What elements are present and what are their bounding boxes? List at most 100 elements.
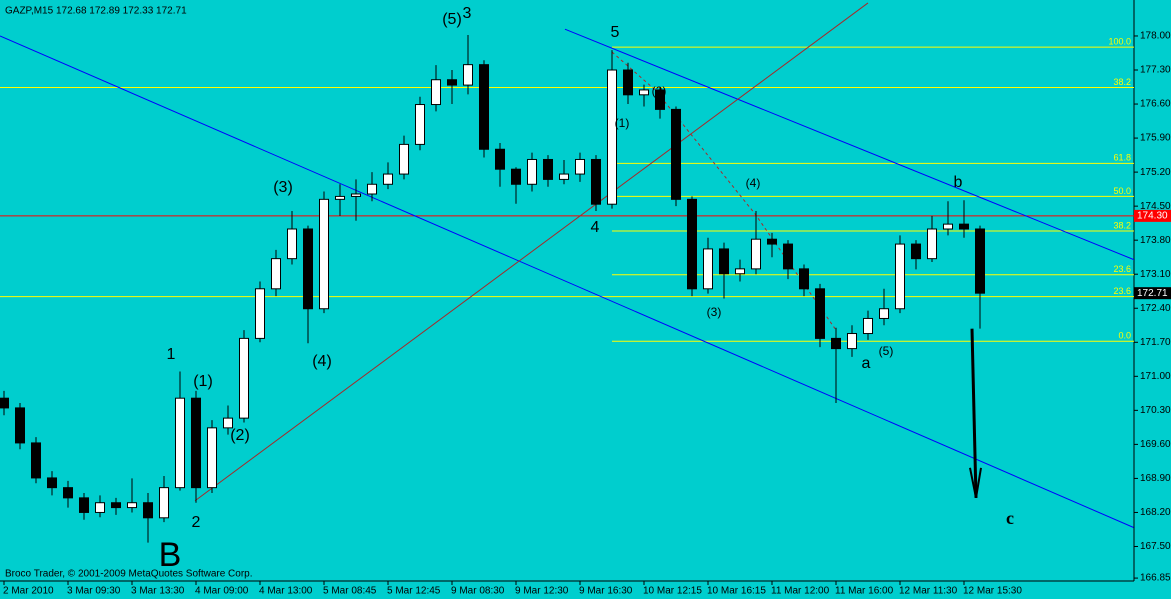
wave-label: b: [954, 174, 963, 191]
candle-body: [831, 337, 841, 350]
footer: Broco Trader, © 2001-2009 MetaQuotes Sof…: [5, 569, 253, 580]
x-tick-label: 4 Mar 13:00: [259, 586, 313, 597]
x-tick-label: 11 Mar 12:00: [771, 586, 830, 597]
candle-body: [383, 173, 393, 185]
candle-body: [895, 243, 905, 310]
wave-label: (1): [193, 373, 213, 390]
candle-body: [495, 148, 505, 170]
wave-label: (2): [230, 427, 250, 444]
wave-label: 4: [591, 219, 600, 236]
x-tick-label: 12 Mar 11:30: [899, 586, 958, 597]
candle-body: [207, 427, 217, 489]
y-tick-label: 174.50: [1140, 201, 1171, 212]
chart-title: GAZP,M15 172.68 172.89 172.33 172.71: [5, 6, 187, 17]
candle-body: [447, 79, 457, 86]
trendline: [970, 328, 978, 498]
candle-body: [335, 195, 345, 200]
candle-body: [367, 183, 377, 195]
y-tick-label: 171.00: [1140, 371, 1171, 382]
wave-label: 5: [611, 24, 620, 41]
candle-body: [63, 487, 73, 499]
candle-body: [863, 317, 873, 335]
y-tick-label: 172.40: [1140, 303, 1171, 314]
candle-body: [127, 502, 137, 509]
candle-body: [639, 89, 649, 96]
candle-body: [591, 158, 601, 205]
fib-label: 38.2: [1113, 220, 1131, 230]
current-price-label: 172.71: [1137, 288, 1168, 299]
plot: [0, 2, 1134, 543]
y-tick-label: 175.90: [1140, 133, 1171, 144]
wave-label: (5): [442, 11, 462, 28]
x-tick-label: 9 Mar 12:30: [515, 586, 569, 597]
candle-body: [623, 69, 633, 96]
candle-body: [399, 143, 409, 175]
hline-price-box: [1134, 209, 1171, 222]
wave-label: (4): [746, 176, 761, 190]
candle-body: [223, 417, 233, 429]
candle-body: [671, 108, 681, 200]
candle-body: [575, 158, 585, 175]
candle-body: [31, 442, 41, 479]
candle-body: [479, 64, 489, 150]
wave-label: (4): [312, 353, 332, 370]
candle-body: [527, 158, 537, 185]
candle-body: [911, 243, 921, 260]
fib-label: 23.6: [1113, 286, 1131, 296]
trendline: [194, 2, 869, 502]
candle-body: [607, 69, 617, 205]
fib-label: 38.2: [1113, 77, 1131, 87]
candle-body: [703, 248, 713, 290]
fib-label: 0.0: [1118, 331, 1131, 341]
x-tick-label: 2 Mar 2010: [3, 586, 54, 597]
x-tick-label: 10 Mar 12:15: [643, 586, 702, 597]
wave-label: (3): [707, 305, 722, 319]
candle-body: [15, 407, 25, 444]
wave-label: (2): [652, 84, 667, 98]
fib-label: 61.8: [1113, 153, 1131, 163]
candle-body: [655, 89, 665, 110]
candle-body: [47, 477, 57, 489]
candle-body: [143, 502, 153, 519]
candle-body: [511, 168, 521, 185]
x-tick-label: 9 Mar 16:30: [579, 586, 633, 597]
candle-body: [735, 268, 745, 275]
candle-body: [463, 64, 473, 86]
fib-label: 23.6: [1113, 264, 1131, 274]
candle-body: [959, 223, 969, 230]
y-tick-label: 166.85: [1140, 573, 1171, 584]
wave-label: (3): [273, 179, 293, 196]
x-tick-label: 5 Mar 12:45: [387, 586, 441, 597]
y-tick-label: 177.30: [1140, 65, 1171, 76]
candle-body: [751, 238, 761, 270]
x-tick-label: 10 Mar 16:15: [707, 586, 766, 597]
x-tick-label: 5 Mar 08:45: [323, 586, 377, 597]
candle-body: [175, 397, 185, 489]
candle-body: [95, 502, 105, 513]
wave-label: (5): [879, 344, 894, 358]
candle-body: [415, 104, 425, 145]
candle-body: [943, 223, 953, 230]
y-tick-label: 168.90: [1140, 473, 1171, 484]
candle-body: [319, 198, 329, 310]
y-tick-label: 175.20: [1140, 167, 1171, 178]
candle-body: [559, 173, 569, 180]
candle-body: [0, 397, 9, 409]
wave-label: a: [862, 355, 871, 372]
candle-body: [799, 268, 809, 290]
candle-body: [783, 243, 793, 270]
hline-price-label: 174.30: [1137, 211, 1168, 222]
candle-body: [159, 487, 169, 519]
y-tick-label: 178.00: [1140, 31, 1171, 42]
trendline: [564, 28, 1134, 261]
y-tick-label: 173.10: [1140, 269, 1171, 280]
candle-body: [719, 248, 729, 275]
candle-body: [815, 288, 825, 339]
wave-label: 2: [192, 514, 201, 531]
wave-label: (1): [615, 116, 630, 130]
y-tick-label: 168.20: [1140, 507, 1171, 518]
wave-label: 1: [167, 346, 176, 363]
